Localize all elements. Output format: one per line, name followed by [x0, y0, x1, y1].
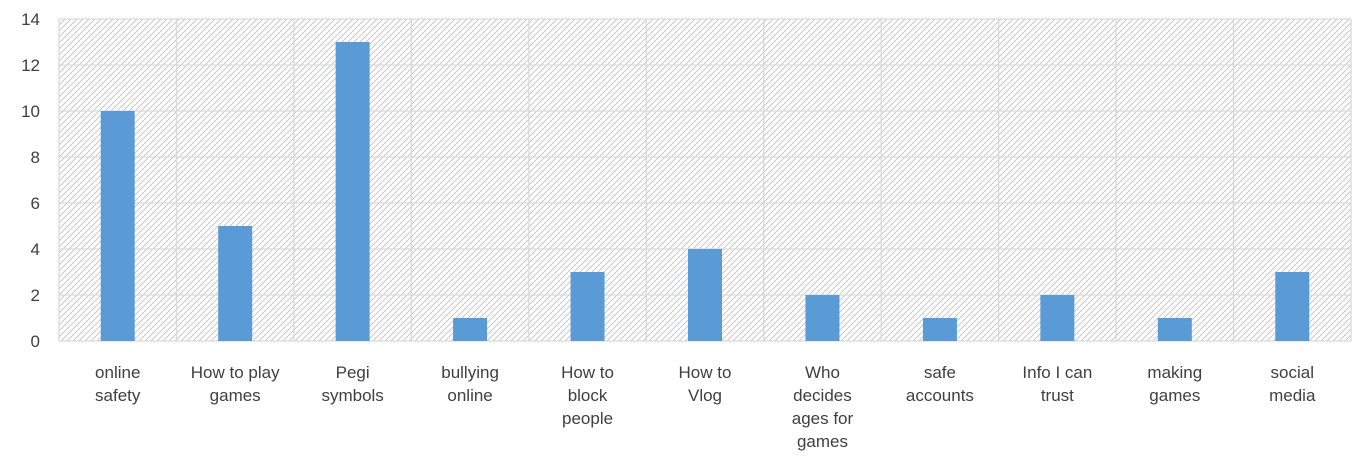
y-tick-label: 6 — [31, 194, 40, 213]
y-tick-label: 12 — [21, 56, 40, 75]
x-tick-label-line: block — [568, 386, 608, 405]
bar — [100, 111, 135, 341]
x-tick-label-line: accounts — [906, 386, 974, 405]
bar — [805, 295, 840, 341]
bars — [100, 42, 1310, 341]
x-tick-label: bullying online — [441, 363, 499, 405]
x-tick-label-line: bullying — [441, 363, 499, 382]
x-tick-label: online safety — [95, 363, 141, 405]
x-tick-label-line: How to play — [191, 363, 280, 382]
x-axis-tick-labels: online safety How to play games Pegi symbols b… — [95, 363, 1316, 451]
y-tick-label: 10 — [21, 102, 40, 121]
x-tick-label-line: games — [797, 432, 848, 451]
x-tick-label-line: decides — [793, 386, 852, 405]
x-tick-label-line: How to — [679, 363, 732, 382]
bar — [1040, 295, 1075, 341]
x-tick-label-line: games — [210, 386, 261, 405]
x-tick-label: making games — [1147, 363, 1202, 405]
bar — [218, 226, 253, 341]
bar — [453, 318, 488, 341]
y-tick-label: 4 — [31, 240, 40, 259]
y-tick-label: 0 — [31, 332, 40, 351]
x-tick-label-line: ages for — [792, 409, 854, 428]
x-tick-label-line: Who — [805, 363, 840, 382]
x-tick-label-line: making — [1147, 363, 1202, 382]
x-tick-label-line: people — [562, 409, 613, 428]
x-tick-label: Who decides ages for games — [792, 363, 854, 451]
x-tick-label: social media — [1269, 363, 1316, 405]
bar — [1275, 272, 1310, 341]
x-tick-label: How to play games — [191, 363, 280, 405]
x-tick-label-line: online — [95, 363, 140, 382]
x-tick-label-line: online — [447, 386, 492, 405]
bar — [922, 318, 957, 341]
x-tick-label-line: How to — [561, 363, 614, 382]
x-tick-label-line: safe — [924, 363, 956, 382]
x-tick-label: How to Vlog — [679, 363, 732, 405]
x-tick-label-line: safety — [95, 386, 141, 405]
x-tick-label-line: social — [1271, 363, 1314, 382]
bar — [1157, 318, 1192, 341]
y-tick-label: 2 — [31, 286, 40, 305]
bar — [688, 249, 722, 341]
x-tick-label-line: symbols — [321, 386, 383, 405]
x-tick-label-line: Info I can — [1022, 363, 1092, 382]
x-tick-label-line: trust — [1041, 386, 1074, 405]
y-tick-label: 14 — [21, 10, 40, 29]
x-tick-label-line: games — [1149, 386, 1200, 405]
x-tick-label-line: Vlog — [688, 386, 722, 405]
x-tick-label: Info I can trust — [1022, 363, 1092, 405]
y-axis-tick-labels: 0 2 4 6 8 10 12 14 — [21, 10, 40, 351]
bar — [335, 42, 370, 341]
x-tick-label: How to block people — [561, 363, 614, 428]
bar — [570, 272, 605, 341]
y-tick-label: 8 — [31, 148, 40, 167]
x-tick-label: Pegi symbols — [321, 363, 383, 405]
x-tick-label-line: Pegi — [336, 363, 370, 382]
x-tick-label: safe accounts — [906, 363, 974, 405]
x-tick-label-line: media — [1269, 386, 1316, 405]
